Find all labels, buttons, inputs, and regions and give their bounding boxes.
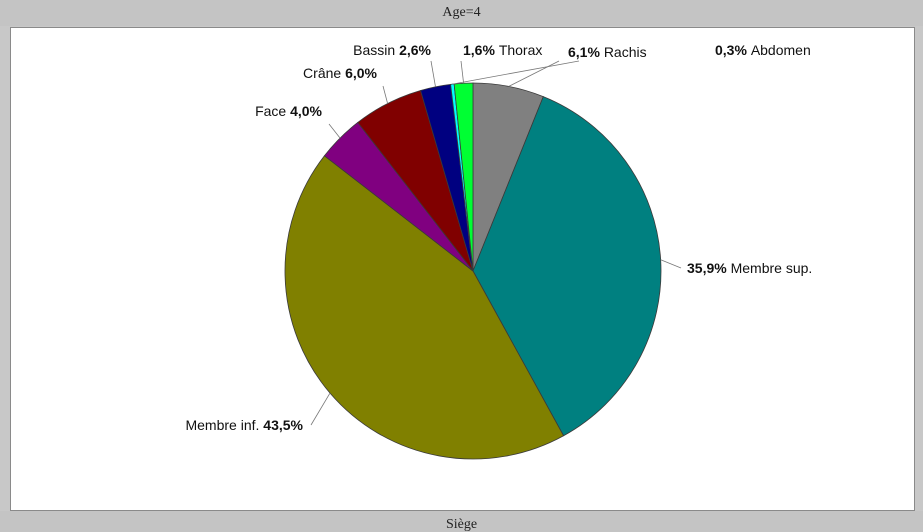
slice-category: Face (255, 103, 290, 119)
slice-label: 35,9% Membre sup. (687, 260, 812, 276)
slice-label: 6,1% Rachis (568, 44, 647, 60)
slice-category: Abdomen (751, 42, 811, 58)
slice-category: Bassin (353, 42, 399, 58)
leader-line (508, 60, 560, 87)
leader-line (382, 85, 388, 104)
chart-title: Age=4 (0, 0, 923, 26)
leader-line (328, 123, 341, 139)
slice-percent: 6,1% (568, 44, 604, 60)
pie-slice-membre-sup (472, 96, 662, 437)
slice-percent: 1,6% (463, 42, 499, 58)
slice-label: Crâne 6,0% (303, 65, 377, 81)
slice-label: Bassin 2,6% (353, 42, 431, 58)
pie-chart: 6,1% Rachis 35,9% Membre sup. Membre inf. … (185, 42, 812, 460)
slice-percent: 6,0% (345, 65, 377, 81)
chart-caption: Siège (0, 511, 923, 532)
slice-category: Thorax (499, 42, 543, 58)
pie-slice-membre-inf (284, 155, 565, 460)
slice-percent: 2,6% (399, 42, 431, 58)
leader-line (452, 60, 580, 85)
chart-frame: 6,1% Rachis 35,9% Membre sup. Membre inf. … (10, 27, 915, 511)
slice-category: Membre inf. (185, 417, 263, 433)
slice-label: Face 4,0% (255, 103, 322, 119)
slice-label: 1,6% Thorax (463, 42, 542, 58)
leader-line (660, 259, 682, 269)
leader-line (310, 392, 331, 426)
slice-category: Membre sup. (731, 260, 813, 276)
leader-line (460, 60, 464, 84)
slice-percent: 0,3% (715, 42, 751, 58)
slice-category: Rachis (604, 44, 647, 60)
slice-percent: 43,5% (263, 417, 303, 433)
slice-percent: 4,0% (290, 103, 322, 119)
slice-category: Crâne (303, 65, 345, 81)
slice-percent: 35,9% (687, 260, 731, 276)
leader-line (430, 60, 436, 87)
slice-label: 0,3% Abdomen (715, 42, 811, 58)
slice-label: Membre inf. 43,5% (185, 417, 303, 433)
